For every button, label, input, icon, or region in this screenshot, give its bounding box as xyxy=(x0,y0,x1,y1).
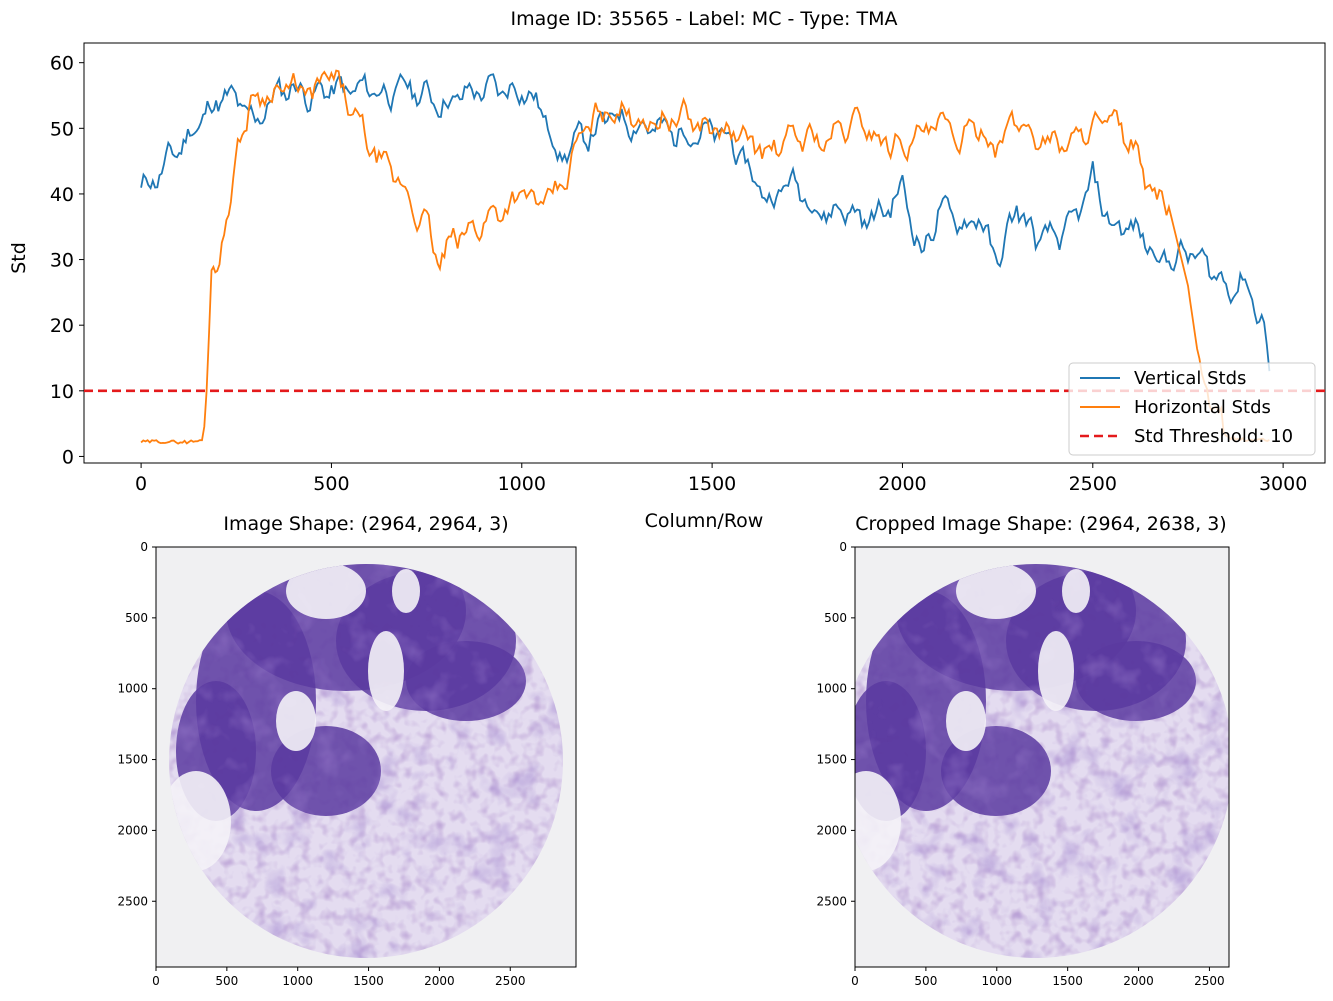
series-horizontal-stds-line xyxy=(140,69,1270,445)
image-x-tick-label: 2000 xyxy=(424,974,455,988)
cropped-image-title: Cropped Image Shape: (2964, 2638, 3) xyxy=(855,513,1226,535)
tissue-image-original xyxy=(156,547,576,967)
y-tick-label: 0 xyxy=(62,446,74,468)
legend: Vertical Stds Horizontal Stds Std Thresh… xyxy=(1068,362,1316,456)
image-y-tick-label: 1000 xyxy=(816,682,847,696)
x-tick-label: 2000 xyxy=(878,473,926,495)
image-y-tick-label: 500 xyxy=(824,611,847,625)
x-tick-label: 0 xyxy=(135,473,147,495)
image-y-tick-label: 0 xyxy=(839,540,847,554)
image-y-tick-label: 2500 xyxy=(816,894,847,908)
image-y-tick-label: 1500 xyxy=(117,753,148,767)
y-axis-label: Std xyxy=(8,242,30,274)
y-tick-label: 60 xyxy=(50,53,74,75)
image-x-tick-label: 1500 xyxy=(1052,974,1083,988)
x-tick-label: 1000 xyxy=(498,473,546,495)
y-tick-label: 50 xyxy=(50,118,74,140)
image-x-tick-label: 500 xyxy=(914,974,937,988)
lumen-gap xyxy=(392,569,420,613)
image-x-tick-label: 2500 xyxy=(495,974,526,988)
lumen-gap xyxy=(1038,631,1074,711)
line-chart-frame xyxy=(83,42,1326,464)
image-y-tick-label: 500 xyxy=(125,611,148,625)
original-image-title: Image Shape: (2964, 2964, 3) xyxy=(223,513,508,535)
legend-threshold-label: Std Threshold: 10 xyxy=(1134,426,1293,447)
image-y-tick-label: 1500 xyxy=(816,753,847,767)
lumen-gap xyxy=(956,564,1036,619)
image-x-tick-label: 1500 xyxy=(353,974,384,988)
image-y-tick-label: 1000 xyxy=(117,682,148,696)
x-tick-label: 3000 xyxy=(1259,473,1307,495)
image-x-tick-label: 2500 xyxy=(1194,974,1225,988)
legend-horizontal-label: Horizontal Stds xyxy=(1134,397,1271,418)
x-axis-label: Column/Row xyxy=(645,510,764,532)
x-tick-label: 500 xyxy=(313,473,349,495)
image-x-tick-label: 2000 xyxy=(1123,974,1154,988)
cropped-image-ticks: 0 500 1000 1500 2000 2500 0 500 1000 1500 2000 2500 xyxy=(816,540,1224,988)
x-tick-label: 1500 xyxy=(688,473,736,495)
line-chart-ticks: 0 500 1000 1500 2000 2500 3000 0 10 20 30 40 50 60 xyxy=(50,53,1307,495)
image-x-tick-label: 1000 xyxy=(282,974,313,988)
image-y-tick-label: 2500 xyxy=(117,894,148,908)
image-x-tick-label: 0 xyxy=(152,974,160,988)
image-x-tick-label: 0 xyxy=(851,974,859,988)
image-y-tick-label: 2000 xyxy=(117,823,148,837)
legend-vertical-label: Vertical Stds xyxy=(1134,368,1246,389)
lumen-gap xyxy=(286,564,366,619)
line-chart: 0 500 1000 1500 2000 2500 3000 0 10 20 30 40 50 60 St… xyxy=(8,42,1326,532)
original-image-panel: Image Shape: (2964, 2964, 3) 0 500 1000 150… xyxy=(117,513,577,988)
y-tick-label: 20 xyxy=(50,315,74,337)
image-y-tick-label: 0 xyxy=(140,540,148,554)
lumen-gap xyxy=(946,691,986,751)
tissue-core xyxy=(169,564,563,958)
y-tick-label: 10 xyxy=(50,381,74,403)
cropped-image-panel: Cropped Image Shape: (2964, 2638, 3) 0 50… xyxy=(816,513,1230,988)
lumen-gap xyxy=(276,691,316,751)
series-vertical-stds-line xyxy=(140,71,1271,372)
tissue-image-cropped xyxy=(855,547,1229,967)
x-tick-label: 2500 xyxy=(1069,473,1117,495)
lumen-gap xyxy=(855,771,901,871)
tissue-core xyxy=(855,564,1229,958)
y-tick-label: 30 xyxy=(50,250,74,272)
original-image-ticks: 0 500 1000 1500 2000 2500 0 500 1000 1500 2000 2500 xyxy=(117,540,525,988)
y-tick-label: 40 xyxy=(50,184,74,206)
image-x-tick-label: 1000 xyxy=(982,974,1013,988)
figure-title: Image ID: 35565 - Label: MC - Type: TMA xyxy=(511,8,898,30)
legend-box xyxy=(1068,362,1316,456)
cropped-image-frame xyxy=(854,546,1230,968)
lumen-gap xyxy=(1062,569,1090,613)
lumen-gap xyxy=(368,631,404,711)
image-x-tick-label: 500 xyxy=(215,974,238,988)
image-y-tick-label: 2000 xyxy=(816,823,847,837)
original-image-frame xyxy=(155,546,577,968)
